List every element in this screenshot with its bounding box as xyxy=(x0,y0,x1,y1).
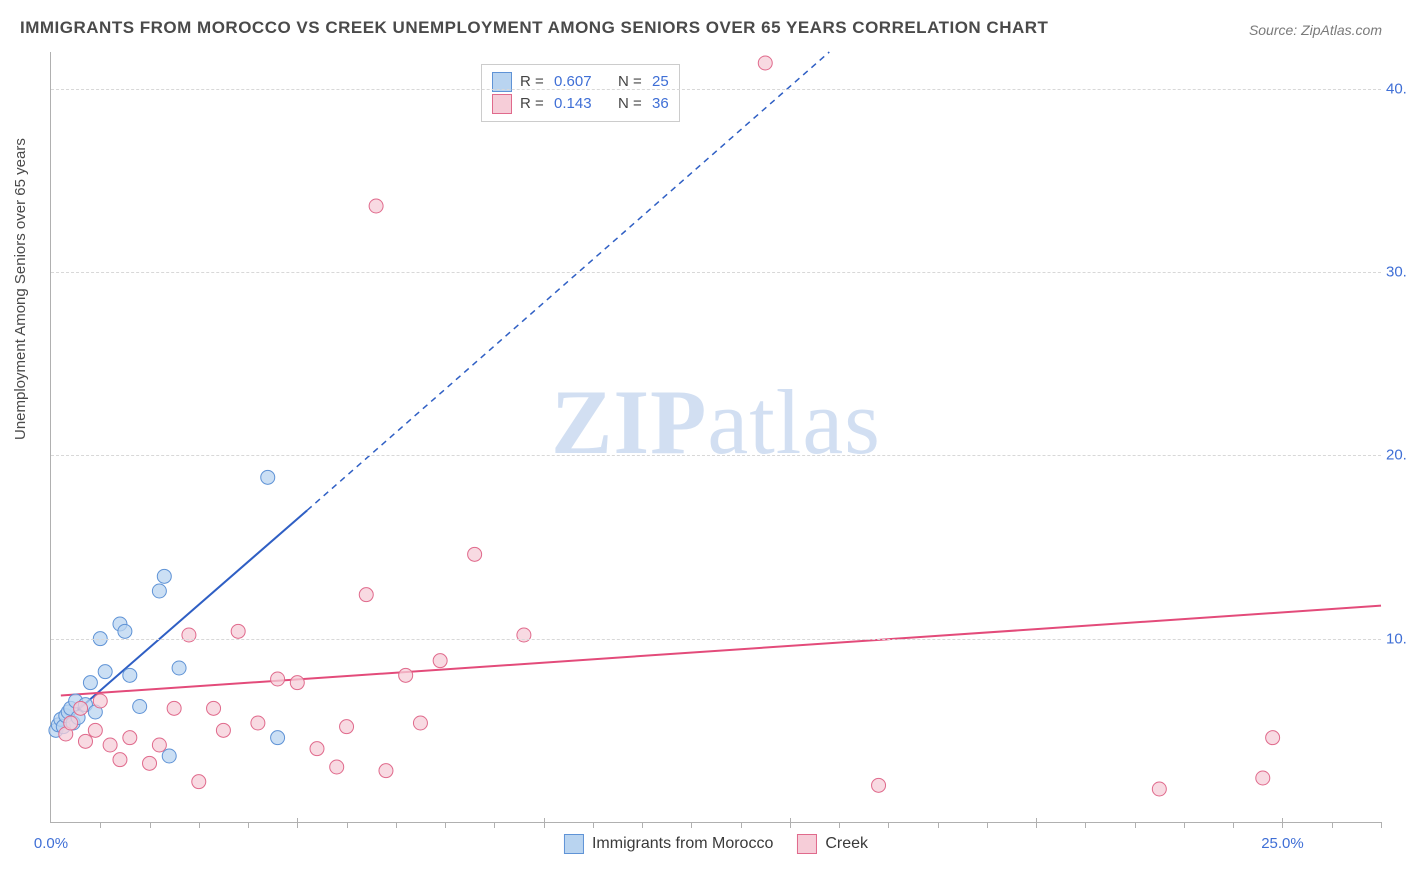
y-tick-label: 20.0% xyxy=(1386,447,1406,464)
x-tick xyxy=(1184,822,1185,828)
x-tick xyxy=(790,818,791,828)
x-tick xyxy=(839,822,840,828)
x-tick xyxy=(1085,822,1086,828)
y-tick-label: 10.0% xyxy=(1386,630,1406,647)
x-tick xyxy=(593,822,594,828)
x-tick xyxy=(347,822,348,828)
legend-swatch-morocco xyxy=(564,834,584,854)
x-tick xyxy=(1332,822,1333,828)
x-tick xyxy=(1282,818,1283,828)
gridline xyxy=(51,639,1381,640)
x-tick xyxy=(987,822,988,828)
x-tick xyxy=(1036,818,1037,828)
y-tick-label: 30.0% xyxy=(1386,264,1406,281)
x-tick-label: 0.0% xyxy=(34,835,68,852)
x-tick xyxy=(741,822,742,828)
legend-item: Immigrants from Morocco xyxy=(564,834,773,854)
x-tick xyxy=(494,822,495,828)
legend-label: Immigrants from Morocco xyxy=(592,835,773,853)
gridline xyxy=(51,89,1381,90)
x-tick xyxy=(888,822,889,828)
legend-n-value: 36 xyxy=(652,93,669,115)
legend-n-label: N = xyxy=(618,93,644,115)
x-tick xyxy=(642,822,643,828)
chart-title: IMMIGRANTS FROM MOROCCO VS CREEK UNEMPLO… xyxy=(20,18,1048,38)
x-tick xyxy=(544,818,545,828)
legend-n-value: 25 xyxy=(652,71,669,93)
legend-r-value: 0.143 xyxy=(554,93,610,115)
x-tick xyxy=(150,822,151,828)
legend-swatch-creek xyxy=(492,94,512,114)
x-tick xyxy=(396,822,397,828)
y-tick-label: 40.0% xyxy=(1386,80,1406,97)
legend-r-label: R = xyxy=(520,71,546,93)
x-tick xyxy=(199,822,200,828)
legend-item: Creek xyxy=(797,834,868,854)
source-label: Source: ZipAtlas.com xyxy=(1249,22,1382,38)
x-tick xyxy=(248,822,249,828)
x-tick xyxy=(1135,822,1136,828)
plot-area: ZIPatlas R = 0.607 N = 25 R = 0.143 N = … xyxy=(50,52,1381,823)
x-tick xyxy=(297,818,298,828)
x-tick xyxy=(938,822,939,828)
correlation-legend: R = 0.607 N = 25 R = 0.143 N = 36 xyxy=(481,64,680,122)
chart-svg xyxy=(51,52,1381,822)
x-tick xyxy=(1233,822,1234,828)
x-tick xyxy=(691,822,692,828)
x-tick xyxy=(1381,822,1382,828)
legend-row: R = 0.143 N = 36 xyxy=(492,93,669,115)
legend-row: R = 0.607 N = 25 xyxy=(492,71,669,93)
x-tick-label: 25.0% xyxy=(1261,835,1304,852)
legend-swatch-creek xyxy=(797,834,817,854)
x-tick xyxy=(445,822,446,828)
legend-r-value: 0.607 xyxy=(554,71,610,93)
legend-r-label: R = xyxy=(520,93,546,115)
x-tick xyxy=(100,822,101,828)
gridline xyxy=(51,272,1381,273)
gridline xyxy=(51,455,1381,456)
y-axis-label: Unemployment Among Seniors over 65 years xyxy=(12,138,29,440)
legend-label: Creek xyxy=(825,835,868,853)
series-legend: Immigrants from Morocco Creek xyxy=(564,834,868,854)
legend-n-label: N = xyxy=(618,71,644,93)
